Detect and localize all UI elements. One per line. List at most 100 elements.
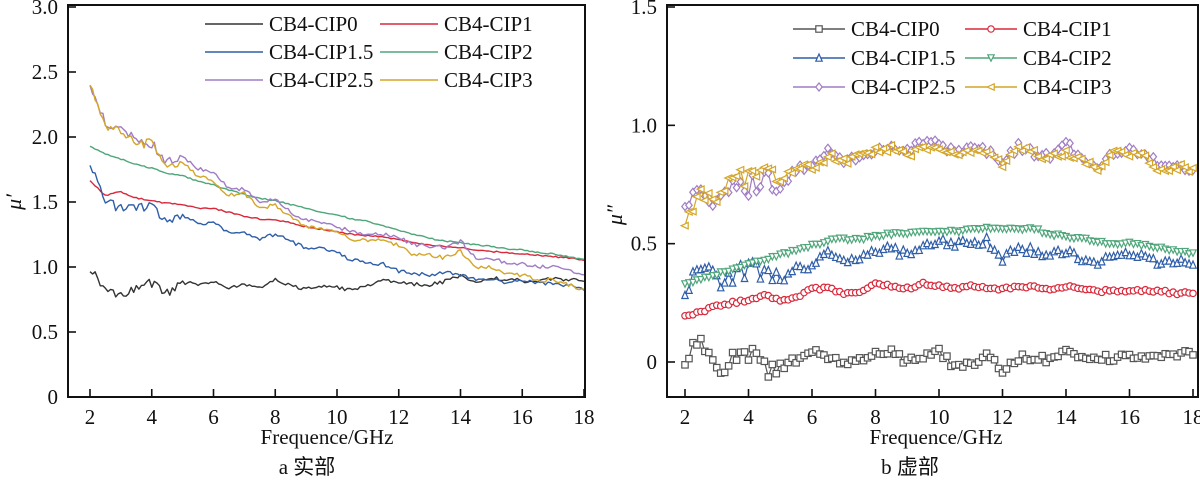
data-point [915,244,924,255]
panel-b-imaginary-part: 00.51.01.5 2 4 6 8 10 12 14 16 18 CB4-CIP0 CB4-CI… [602,0,1200,479]
series-line [89,165,585,291]
data-point [751,172,761,181]
legend-item: CB4-CIP2 [965,46,1112,70]
data-point [786,169,796,178]
data-point [839,254,848,265]
data-point [985,150,995,159]
data-point [740,261,749,270]
legend-label: CB4-CIP1.5 [269,40,373,64]
data-point [943,352,951,360]
data-point [823,245,832,255]
data-point [712,271,721,281]
data-point [681,361,689,369]
y-tick-label: 0.5 [32,320,58,344]
legend-item: CB4-CIP0 [205,12,358,36]
data-point [1018,350,1027,359]
data-point [772,369,781,378]
data-point [688,278,698,288]
x-tick-label: 6 [208,405,219,429]
data-point [704,261,713,271]
panel-caption: b 虚部 [881,455,939,479]
data-point [1034,246,1043,256]
x-axis: 2 4 6 8 10 12 14 16 18 [680,389,1200,429]
data-point [1137,248,1146,258]
data-point [778,174,789,183]
series-line [89,180,585,262]
data-point [819,239,829,248]
data-point [747,166,757,175]
series-line [89,145,585,260]
data-point [1060,146,1070,155]
data-point [711,197,721,207]
y-tick-label: 0 [647,350,658,374]
data-point [1187,163,1197,173]
data-point [756,273,765,283]
data-point [1148,162,1158,172]
data-point [1165,255,1174,265]
data-point [794,164,804,173]
data-point [685,354,693,363]
data-point [1046,250,1055,260]
data-point [728,277,737,287]
data-point [748,259,757,268]
data-point [812,346,820,354]
data-point [748,344,757,353]
legend-label: CB4-CIP3 [1023,75,1112,99]
data-point [982,231,991,242]
data-point [784,358,792,367]
series-group [89,84,585,298]
y-axis-title: μ″ [602,204,627,226]
data-point [1097,356,1106,364]
data-point [687,207,697,216]
data-point [878,144,888,153]
data-point [776,359,785,368]
legend-marker [986,54,996,63]
data-point [1048,149,1058,158]
legend-label: CB4-CIP0 [851,17,940,41]
series-cb4-cip0 [681,334,1197,381]
data-point [859,235,868,245]
legend-item: CB4-CIP1.5 [205,40,373,64]
data-point [708,201,717,212]
data-point [886,140,896,150]
data-point [1125,350,1134,359]
data-point [883,349,892,358]
data-point [791,247,801,256]
legend-item: CB4-CIP2 [380,40,533,64]
data-point [1001,156,1011,166]
data-point [919,354,927,363]
data-point [1014,357,1023,365]
y-tick-label: 3.0 [32,0,58,19]
data-point [693,341,701,349]
series-cb4-cip2 [89,145,585,260]
legend-item: CB4-CIP2.5 [793,75,955,99]
data-point [1013,142,1023,151]
data-point [760,357,769,366]
data-point [1084,157,1094,166]
data-point [728,348,737,357]
data-point [784,250,793,259]
legend-item: CB4-CIP2.5 [205,68,373,92]
data-point [1171,166,1181,175]
series-cb4-cip3 [89,84,585,291]
data-point [1116,147,1126,156]
data-point [1183,167,1193,176]
data-point [744,356,753,364]
series-line [89,271,585,298]
data-point [1022,247,1031,258]
data-point [832,353,840,362]
data-point [780,364,789,373]
data-point [795,260,805,271]
legend-label: CB4-CIP2.5 [851,75,955,99]
y-tick-label: 2.0 [32,125,58,149]
data-point [887,231,896,240]
series-cb4-cip2 [680,223,1198,289]
data-point [1002,365,1011,373]
x-axis-title: Frequence/GHz [870,425,1003,449]
x-tick-label: 18 [574,405,595,429]
data-point [1189,351,1197,359]
data-point [866,150,876,159]
data-point [752,186,761,197]
data-point [732,356,741,364]
legend-item: CB4-CIP0 [793,17,940,41]
